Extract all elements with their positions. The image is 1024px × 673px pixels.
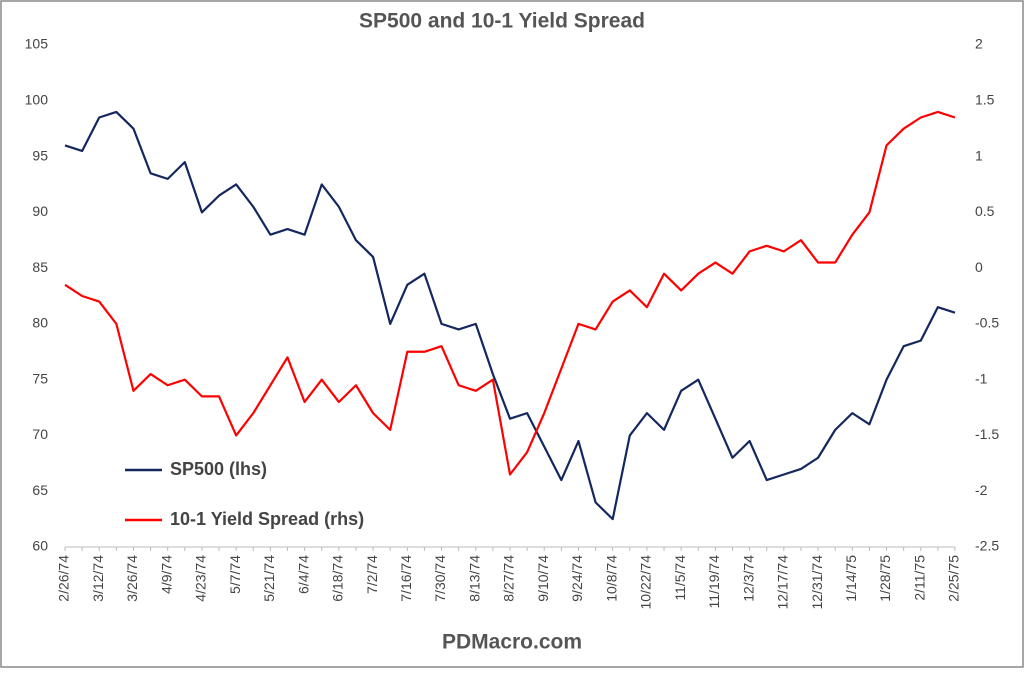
x-tick-label: 7/16/74 [398, 555, 414, 602]
y2-tick-label: -2.5 [975, 538, 999, 554]
x-tick-label: 8/27/74 [501, 555, 517, 602]
x-tick-label: 1/28/75 [877, 555, 893, 602]
legend-label: 10-1 Yield Spread (rhs) [170, 509, 364, 529]
y2-tick-label: 0 [975, 259, 983, 275]
x-tick-label: 9/24/74 [569, 555, 585, 602]
x-tick-label: 4/9/74 [158, 555, 174, 594]
x-tick-label: 4/23/74 [193, 555, 209, 602]
legend-label: SP500 (lhs) [170, 459, 267, 479]
y-tick-label: 60 [32, 538, 48, 554]
y-tick-label: 105 [25, 36, 49, 52]
y2-tick-label: 1 [975, 147, 983, 163]
x-tick-label: 3/12/74 [90, 555, 106, 602]
y-tick-label: 75 [32, 370, 48, 386]
x-tick-label: 7/30/74 [432, 555, 448, 602]
x-tick-label: 11/19/74 [706, 555, 722, 609]
y-tick-label: 80 [32, 315, 48, 331]
y2-tick-label: 1.5 [975, 91, 995, 107]
y-tick-label: 85 [32, 259, 48, 275]
y2-tick-label: 2 [975, 36, 983, 52]
x-tick-label: 12/3/74 [740, 555, 756, 602]
chart-title: SP500 and 10-1 Yield Spread [359, 10, 645, 33]
x-tick-label: 11/5/74 [672, 555, 688, 601]
y2-tick-label: -0.5 [975, 315, 999, 331]
x-tick-label: 2/25/75 [946, 555, 962, 602]
y2-tick-label: -2 [975, 482, 988, 498]
y-tick-label: 95 [32, 147, 48, 163]
y2-tick-label: -1 [975, 370, 988, 386]
x-tick-label: 12/17/74 [775, 555, 791, 610]
x-tick-label: 6/18/74 [330, 555, 346, 602]
x-tick-label: 5/21/74 [261, 555, 277, 602]
x-tick-label: 6/4/74 [295, 555, 311, 594]
x-tick-label: 10/22/74 [638, 555, 654, 610]
series-line [64, 110, 956, 521]
x-tick-label: 5/7/74 [227, 555, 243, 594]
x-tick-label: 3/26/74 [124, 555, 140, 602]
series-line [64, 110, 956, 476]
x-tick-label: 1/14/75 [843, 555, 859, 602]
x-tick-label: 2/11/75 [911, 555, 927, 601]
y2-tick-label: -1.5 [975, 426, 999, 442]
x-tick-label: 7/2/74 [364, 555, 380, 594]
y-tick-label: 90 [32, 203, 48, 219]
x-tick-label: 2/26/74 [56, 555, 72, 602]
x-tick-label: 9/10/74 [535, 555, 551, 602]
y-tick-label: 65 [32, 482, 48, 498]
x-tick-label: 12/31/74 [809, 555, 825, 610]
y-tick-label: 100 [25, 91, 49, 107]
x-tick-label: 10/8/74 [603, 555, 619, 602]
y-tick-label: 70 [32, 426, 48, 442]
y2-tick-label: 0.5 [975, 203, 995, 219]
source: PDMacro.com [442, 631, 582, 654]
x-tick-label: 8/13/74 [466, 555, 482, 602]
